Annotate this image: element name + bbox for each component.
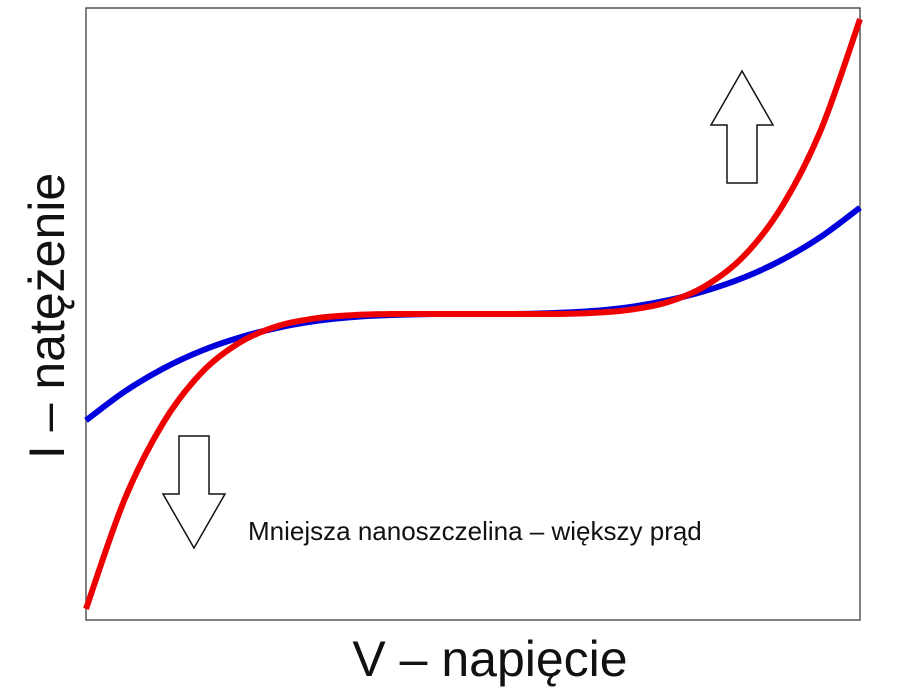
series-group	[83, 18, 863, 610]
down-arrow-icon	[161, 435, 227, 550]
chart-annotation: Mniejsza nanoszczelina – większy prąd	[248, 516, 702, 546]
series-line-red	[83, 18, 863, 610]
plot-area-frame	[85, 7, 861, 621]
y-axis-label: I – natężenie	[19, 173, 75, 459]
up-arrow-icon	[709, 69, 775, 184]
x-axis-label: V – napięcie	[352, 631, 627, 687]
arrow-group	[161, 69, 775, 550]
